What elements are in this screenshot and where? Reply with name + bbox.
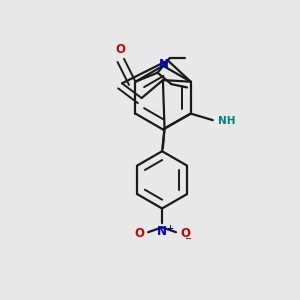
Text: N: N xyxy=(157,224,167,238)
Text: O: O xyxy=(115,44,125,56)
Text: O: O xyxy=(180,226,190,239)
Text: −: − xyxy=(184,234,191,243)
Text: NH: NH xyxy=(218,116,235,126)
Text: O: O xyxy=(134,226,144,239)
Text: N: N xyxy=(159,58,169,71)
Text: +: + xyxy=(166,224,173,233)
